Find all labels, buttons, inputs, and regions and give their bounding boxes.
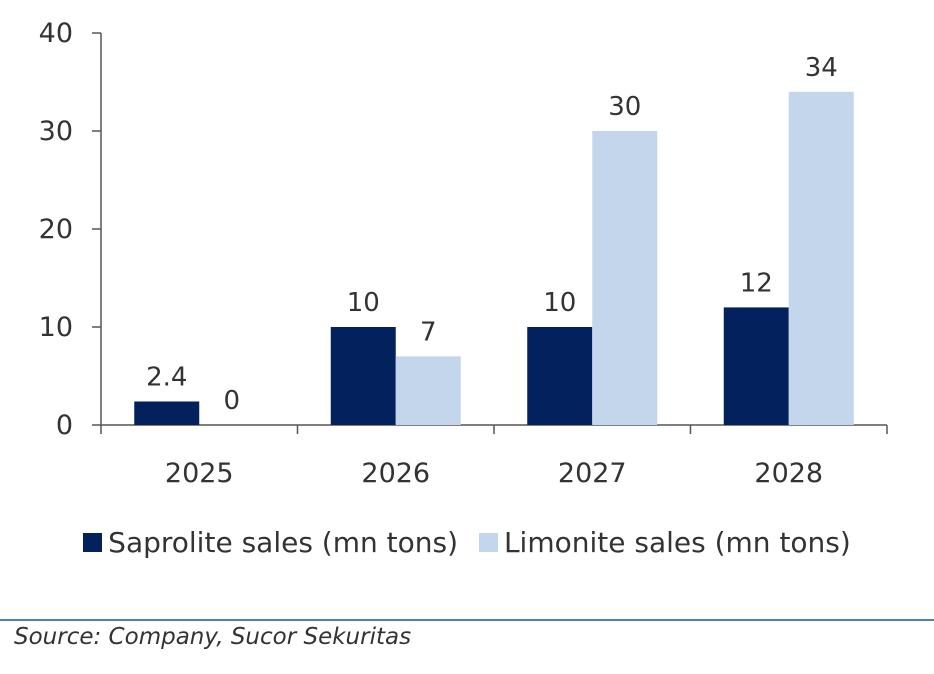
chart-data-labels: 2.4 10 10 12 0 7 30 34 xyxy=(146,53,838,416)
source-note: Source: Company, Sucor Sekuritas xyxy=(14,624,412,650)
x-tick-label: 2028 xyxy=(754,458,823,489)
chart-legend: Saprolite sales (mn tons) Limonite sales… xyxy=(0,526,934,559)
bar-limonite xyxy=(592,131,658,425)
bar-saprolite xyxy=(723,307,789,425)
chart-axes: 0 10 20 30 40 2025 2026 2027 2028 xyxy=(39,18,888,489)
chart-bars xyxy=(134,91,854,426)
bar-saprolite xyxy=(330,327,396,425)
bar-chart: 0 10 20 30 40 2025 2026 2027 2028 2.4 10 10 12 0 7 30 3… xyxy=(39,18,888,489)
bar-saprolite xyxy=(527,327,593,425)
bar-limonite xyxy=(788,91,854,426)
legend-item-limonite: Limonite sales (mn tons) xyxy=(478,526,851,559)
data-label-limonite: 0 xyxy=(223,386,240,416)
y-tick-label: 30 xyxy=(39,116,73,147)
legend-label-saprolite: Saprolite sales (mn tons) xyxy=(108,526,459,559)
x-tick-label: 2027 xyxy=(558,458,627,489)
y-tick-label: 0 xyxy=(56,410,73,441)
y-tick-label: 20 xyxy=(39,214,73,245)
bar-saprolite xyxy=(134,401,200,425)
data-label-saprolite: 2.4 xyxy=(146,362,187,392)
legend-swatch-limonite xyxy=(478,533,498,552)
data-label-limonite: 34 xyxy=(805,53,838,83)
legend-swatch-saprolite xyxy=(83,533,103,552)
bar-limonite xyxy=(395,356,461,425)
data-label-saprolite: 10 xyxy=(347,288,380,318)
data-label-limonite: 7 xyxy=(420,317,437,347)
legend-label-limonite: Limonite sales (mn tons) xyxy=(503,526,851,559)
data-label-saprolite: 12 xyxy=(740,268,773,298)
x-tick-label: 2025 xyxy=(165,458,234,489)
footer-divider xyxy=(0,619,934,621)
y-tick-label: 10 xyxy=(39,312,73,343)
legend-item-saprolite: Saprolite sales (mn tons) xyxy=(83,526,458,559)
data-label-limonite: 30 xyxy=(608,92,641,122)
data-label-saprolite: 10 xyxy=(543,288,576,318)
y-tick-label: 40 xyxy=(39,18,73,49)
x-tick-label: 2026 xyxy=(361,458,430,489)
